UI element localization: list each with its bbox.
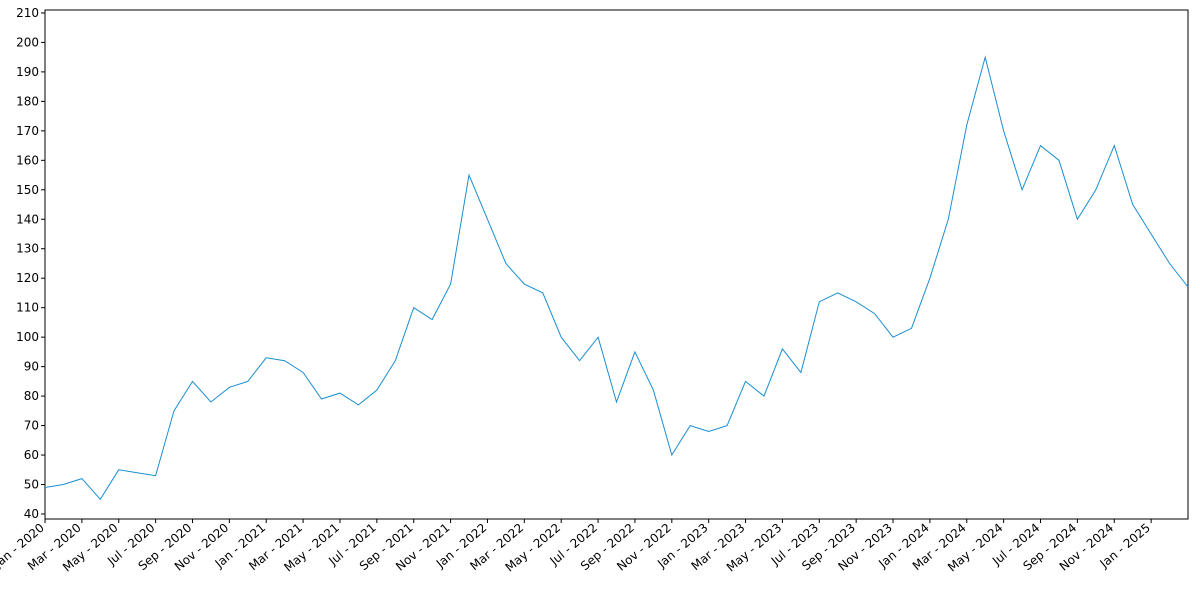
y-tick-label: 180 [16,94,39,108]
y-tick-label: 80 [24,389,39,403]
y-tick-label: 130 [16,242,39,256]
y-tick-label: 150 [16,183,39,197]
y-tick-label: 70 [24,419,39,433]
y-tick-label: 170 [16,124,39,138]
plot-frame [44,9,1189,520]
y-tick-label: 100 [16,330,39,344]
line [44,55,1189,501]
y-tick-label: 60 [24,448,39,462]
y-tick-label: 90 [24,360,39,374]
y-tick-label: 190 [16,65,39,79]
y-tick-label: 200 [16,35,39,49]
y-tick-label: 210 [16,6,39,20]
y-tick-label: 160 [16,153,39,167]
y-tick-label: 40 [24,507,39,521]
y-tick-label: 50 [24,478,39,492]
y-tick-label: 140 [16,212,39,226]
y-tick-label: 120 [16,271,39,285]
y-tick-label: 110 [16,301,39,315]
